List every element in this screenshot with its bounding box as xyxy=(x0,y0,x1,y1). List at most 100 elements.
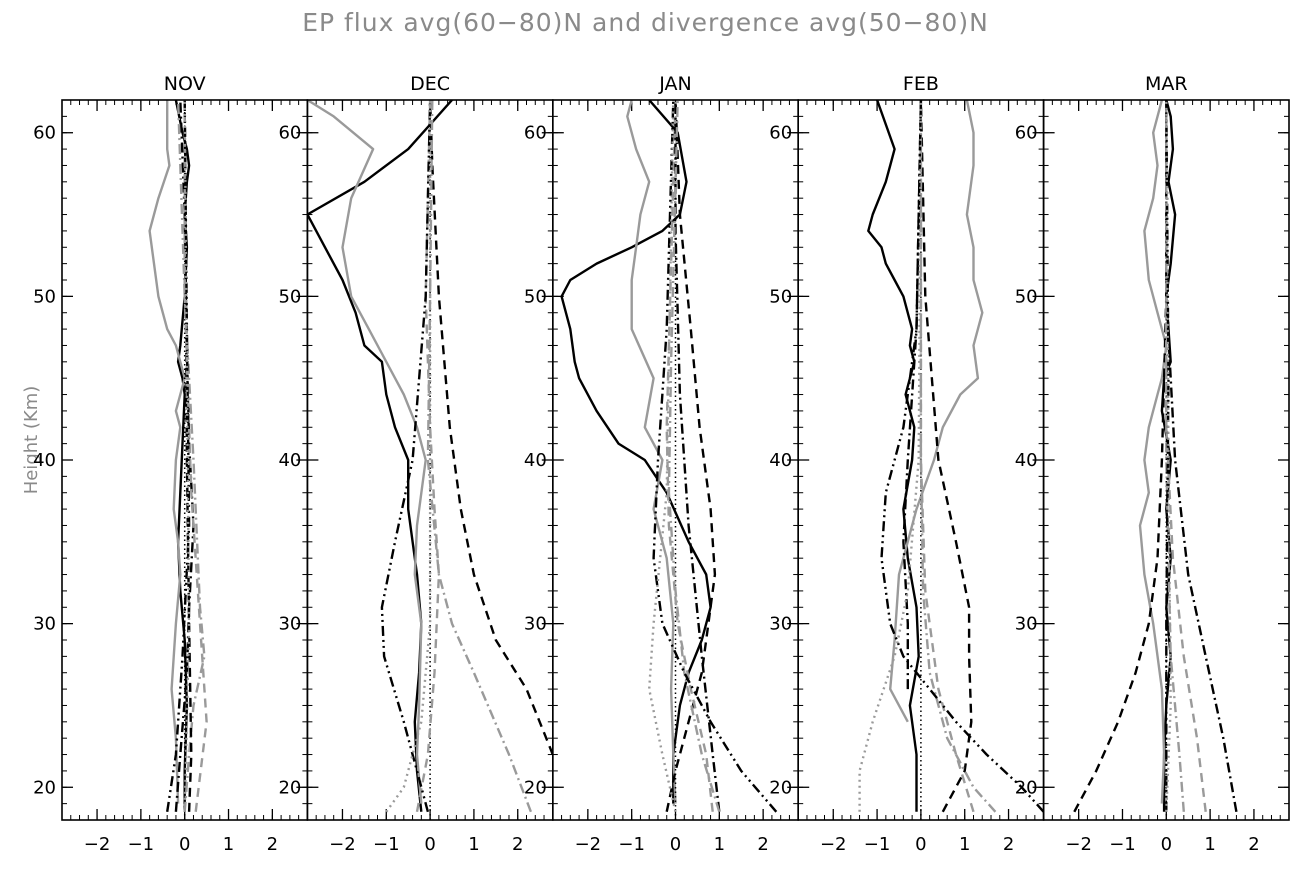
panel-mar: MAR −2 −1 0 1 2 20 30 40 50 60 xyxy=(1015,73,1290,855)
panel-title: NOV xyxy=(164,73,206,95)
y-tick-label: 60 xyxy=(33,123,56,144)
y-tick-label: 30 xyxy=(769,614,792,635)
series-line-dotted-gray xyxy=(1165,100,1172,812)
panel-title: DEC xyxy=(410,73,450,95)
series-line-dashed-black xyxy=(919,100,973,813)
x-tick-label: 2 xyxy=(1248,834,1259,855)
series-line-dotted-gray xyxy=(648,100,677,813)
y-tick-label: 50 xyxy=(769,286,792,307)
series-line-dashed-gray xyxy=(919,100,975,813)
series-line-dashdot-gray xyxy=(176,100,206,812)
y-tick-label: 30 xyxy=(33,614,56,635)
y-tick-label: 60 xyxy=(769,123,792,144)
series-line-dashdotdot-black xyxy=(166,100,191,812)
series-line-dashed-black xyxy=(428,100,553,755)
panel-title: JAN xyxy=(658,73,691,95)
x-tick-label: −2 xyxy=(575,834,602,855)
panel-dec: DEC −2 −1 0 1 2 20 30 40 50 60 xyxy=(278,73,554,855)
x-tick-label: 1 xyxy=(1204,834,1215,855)
panel-jan: JAN −2 −1 0 1 2 20 30 40 50 60 xyxy=(524,73,799,855)
series-line-dashed-gray xyxy=(665,100,714,812)
series-line-dashdot-gray xyxy=(426,100,533,813)
y-axis-label: Height (Km) xyxy=(21,386,42,495)
series-group xyxy=(307,100,553,820)
y-tick-label: 20 xyxy=(524,777,547,798)
panel-title: FEB xyxy=(903,73,939,95)
x-tick-label: 2 xyxy=(512,834,523,855)
x-tick-label: 0 xyxy=(915,834,926,855)
series-line-dashdot-gray xyxy=(667,100,721,813)
series-line-dashed-gray xyxy=(1165,100,1207,812)
y-tick-label: 40 xyxy=(524,450,547,471)
x-tick-label: −2 xyxy=(820,834,847,855)
series-line-solid-gray xyxy=(1138,100,1168,804)
y-tick-label: 40 xyxy=(33,450,56,471)
y-tick-label: 20 xyxy=(769,777,792,798)
y-tick-label: 50 xyxy=(524,286,547,307)
y-tick-label: 60 xyxy=(1015,123,1038,144)
series-group xyxy=(560,100,778,820)
y-tick-label: 30 xyxy=(278,614,301,635)
y-tick-label: 40 xyxy=(1015,450,1038,471)
x-tick-label: 0 xyxy=(424,834,435,855)
series-line-dashdot-black xyxy=(902,100,923,690)
series-line-solid-gray xyxy=(307,100,427,804)
x-tick-label: −1 xyxy=(864,834,891,855)
series-line-dashdotdot-black xyxy=(652,100,778,813)
x-tick-label: 1 xyxy=(959,834,970,855)
x-tick-label: 2 xyxy=(1003,834,1014,855)
series-line-dashdotdot-black xyxy=(1165,100,1170,812)
x-tick-label: 0 xyxy=(179,834,190,855)
y-tick-label: 50 xyxy=(33,286,56,307)
series-line-solid-gray xyxy=(148,100,186,804)
x-tick-label: −1 xyxy=(1109,834,1136,855)
series-line-dashdotdot-black xyxy=(380,100,432,813)
series-line-dashdotdot-black xyxy=(880,100,1044,813)
y-tick-label: 30 xyxy=(524,614,547,635)
x-tick-label: −2 xyxy=(84,834,111,855)
series-line-dashdot-gray xyxy=(1165,100,1185,812)
panel-title: MAR xyxy=(1145,73,1188,95)
y-tick-label: 30 xyxy=(1015,614,1038,635)
x-tick-label: 1 xyxy=(714,834,725,855)
panel-feb: FEB −2 −1 0 1 2 20 30 40 50 60 xyxy=(769,73,1045,855)
x-tick-label: 1 xyxy=(468,834,479,855)
panel-frame xyxy=(1042,99,1290,821)
series-line-dashed-black xyxy=(665,100,717,813)
panel-nov: NOV −2 −1 0 1 2 20 30 40 50 60 xyxy=(33,73,309,855)
series-group xyxy=(1073,100,1238,820)
series-line-solid-black xyxy=(867,100,920,812)
figure-title: EP flux avg(60−80)N and divergence avg(5… xyxy=(302,8,989,37)
x-tick-label: −2 xyxy=(329,834,356,855)
x-tick-label: −1 xyxy=(128,834,155,855)
y-tick-label: 50 xyxy=(278,286,301,307)
y-tick-label: 20 xyxy=(278,777,301,798)
x-tick-label: −1 xyxy=(618,834,645,855)
series-group xyxy=(148,100,208,820)
series-line-solid-black xyxy=(560,100,712,804)
x-tick-label: −1 xyxy=(373,834,400,855)
x-tick-label: −2 xyxy=(1065,834,1092,855)
series-line-solid-gray xyxy=(889,100,984,723)
x-tick-label: 0 xyxy=(1161,834,1172,855)
x-tick-label: 1 xyxy=(223,834,234,855)
y-tick-label: 40 xyxy=(769,450,792,471)
series-line-solid-black xyxy=(1160,100,1177,812)
x-tick-label: 2 xyxy=(267,834,278,855)
y-tick-label: 50 xyxy=(1015,286,1038,307)
series-group xyxy=(858,100,1044,820)
series-line-dashdot-black xyxy=(1165,100,1238,813)
y-tick-label: 20 xyxy=(1015,777,1038,798)
y-tick-label: 60 xyxy=(278,123,301,144)
series-line-solid-black xyxy=(307,100,453,812)
series-line-solid-black xyxy=(174,100,191,812)
series-line-dashdot-gray xyxy=(919,100,997,813)
x-tick-label: 2 xyxy=(757,834,768,855)
y-tick-label: 60 xyxy=(524,123,547,144)
series-line-dashed-black xyxy=(1073,100,1168,813)
y-tick-label: 20 xyxy=(33,777,56,798)
series-line-dotted-gray xyxy=(385,100,432,813)
series-line-dashed-gray xyxy=(183,100,208,812)
